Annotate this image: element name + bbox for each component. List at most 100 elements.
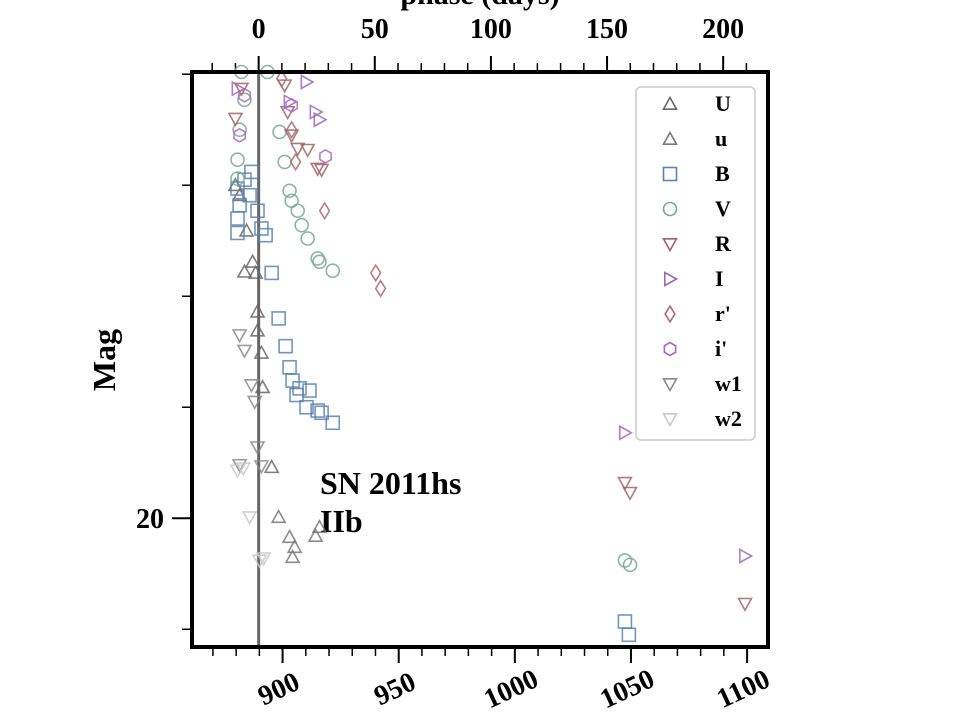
data-point: [617, 476, 633, 491]
x2-tick-label: 50: [361, 14, 389, 45]
data-point: [285, 120, 298, 140]
data-point: [319, 148, 332, 164]
data-point: [251, 554, 268, 569]
legend-marker: [663, 271, 679, 287]
data-point: [230, 225, 245, 241]
data-point: [241, 511, 258, 526]
data-point: [264, 265, 279, 281]
data-point: [299, 399, 314, 415]
data-point: [233, 127, 247, 143]
legend-marker: [664, 304, 676, 324]
data-point: [325, 263, 341, 278]
data-point: [294, 217, 309, 233]
x2-tick-label: 100: [470, 14, 512, 45]
data-point: [278, 338, 293, 354]
data-point: [235, 462, 252, 477]
legend-marker: [662, 130, 678, 145]
data-point: [737, 597, 753, 612]
data-point: [281, 528, 298, 544]
data-point: [263, 459, 280, 474]
data-point: [275, 69, 288, 88]
legend-label: w2: [715, 406, 742, 431]
data-point: [307, 527, 324, 542]
data-point: [253, 344, 270, 359]
data-point: [249, 441, 266, 456]
data-point: [236, 344, 253, 359]
data-point: [237, 92, 252, 108]
data-point: [238, 87, 251, 103]
data-point: [270, 508, 287, 524]
data-point: [258, 227, 273, 243]
data-point: [250, 203, 265, 219]
data-point: [374, 279, 387, 298]
y-axis-title: Mag: [86, 329, 122, 391]
data-point: [230, 211, 245, 226]
x2-tick-label: 0: [252, 14, 266, 45]
data-point: [300, 231, 315, 246]
legend-marker: [662, 238, 678, 253]
data-point: [236, 263, 253, 278]
data-point: [309, 162, 326, 177]
legend-box: [635, 86, 756, 441]
annotation-line: SN 2011hs: [320, 465, 461, 501]
annotation: SN 2011hs IIb: [320, 465, 461, 539]
data-point: [271, 311, 286, 326]
data-point: [318, 201, 331, 221]
data-point: [282, 183, 297, 199]
data-point: [314, 405, 329, 421]
legend-label: B: [715, 161, 730, 186]
data-point: [285, 97, 299, 113]
data-point: [300, 74, 315, 90]
y-tick-label: 20: [136, 504, 164, 535]
data-point: [739, 548, 754, 564]
data-point: [247, 264, 264, 279]
top-axis-title: phase (days): [400, 0, 559, 11]
data-point: [310, 403, 325, 418]
x2-tick-label: 200: [702, 14, 744, 45]
legend-marker: [662, 201, 678, 217]
legend-label: r': [715, 301, 731, 326]
data-point: [254, 379, 271, 394]
legend-label: R: [715, 231, 732, 256]
data-point: [289, 387, 304, 403]
data-point: [289, 152, 302, 172]
data-point: [289, 142, 306, 157]
data-point: [246, 395, 263, 410]
legend-marker: [662, 412, 678, 428]
data-point: [243, 379, 260, 394]
legend-label: i': [715, 336, 727, 361]
data-point: [299, 143, 316, 158]
data-point: [312, 254, 327, 270]
data-point: [231, 329, 248, 344]
data-point: [227, 112, 244, 127]
x2-tick-label: 150: [586, 14, 628, 45]
data-point: [369, 263, 382, 283]
data-point: [622, 557, 638, 573]
data-point: [230, 152, 245, 167]
data-point: [290, 203, 305, 219]
legend-label: w1: [715, 371, 742, 396]
data-point: [313, 163, 330, 178]
data-point: [617, 553, 633, 568]
data-point: [230, 171, 245, 186]
data-point: [309, 104, 324, 120]
legend-marker: [663, 341, 677, 357]
data-point: [283, 129, 300, 144]
legend-label: I: [715, 266, 724, 291]
legend-marker: [662, 377, 678, 393]
data-point: [232, 122, 247, 138]
data-point: [622, 486, 638, 501]
data-point: [249, 303, 266, 318]
data-point: [244, 253, 261, 268]
legend-marker: [662, 166, 678, 182]
legend-label: U: [715, 91, 731, 116]
data-point: [284, 548, 301, 564]
data-point: [242, 187, 257, 203]
data-point: [313, 111, 328, 128]
data-point: [311, 518, 328, 534]
legend-label: u: [715, 126, 727, 151]
data-point: [253, 460, 270, 475]
data-point: [621, 627, 637, 643]
